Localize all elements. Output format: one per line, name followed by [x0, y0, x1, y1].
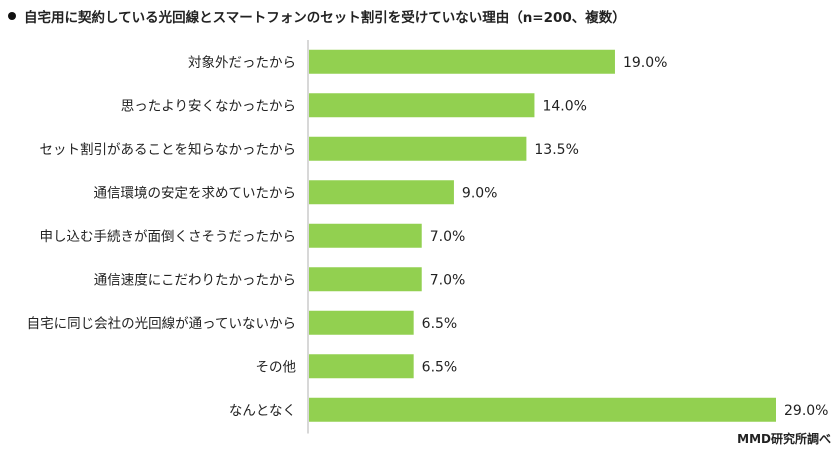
bar — [309, 93, 535, 118]
bar — [309, 267, 422, 292]
source-note: MMD研究所調べ — [737, 432, 831, 446]
bar — [309, 223, 422, 248]
category-label: 思ったより安くなかったから — [121, 98, 296, 114]
bars-group: 対象外だったから 19.0% 思ったより安くなかったから 14.0% セット割引があるこ… — [27, 49, 828, 422]
category-label: 申し込む手続きが面倒くさそうだったから — [40, 229, 297, 245]
chart-title-text: 自宅用に契約している光回線とスマートフォンのセット割引を受けていない理由（n=2… — [24, 10, 626, 26]
value-label: 19.0% — [623, 55, 667, 71]
value-label: 13.5% — [534, 142, 578, 158]
value-label: 6.5% — [422, 359, 458, 375]
category-label: 通信環境の安定を求めていたから — [94, 185, 297, 201]
category-label: 自宅に同じ会社の光回線が通っていないから — [27, 316, 296, 332]
chart-title: 自宅用に契約している光回線とスマートフォンのセット割引を受けていない理由（n=2… — [8, 6, 626, 26]
bar — [309, 397, 776, 422]
bar — [309, 49, 615, 74]
value-label: 9.0% — [462, 185, 498, 201]
category-label: セット割引があることを知らなかったから — [40, 141, 297, 158]
category-label: 通信速度にこだわりたかったから — [94, 272, 296, 288]
bullet-icon — [8, 12, 16, 20]
value-label: 6.5% — [422, 316, 458, 332]
bar — [309, 136, 527, 161]
value-label: 7.0% — [430, 229, 466, 245]
category-label: 対象外だったから — [188, 55, 296, 71]
bar — [309, 354, 414, 379]
value-label: 14.0% — [542, 98, 586, 114]
value-label: 29.0% — [784, 403, 828, 419]
bar — [309, 310, 414, 335]
category-label: なんとなく — [229, 403, 296, 419]
bar — [309, 180, 454, 205]
value-label: 7.0% — [430, 272, 466, 288]
category-label: その他 — [256, 359, 297, 375]
